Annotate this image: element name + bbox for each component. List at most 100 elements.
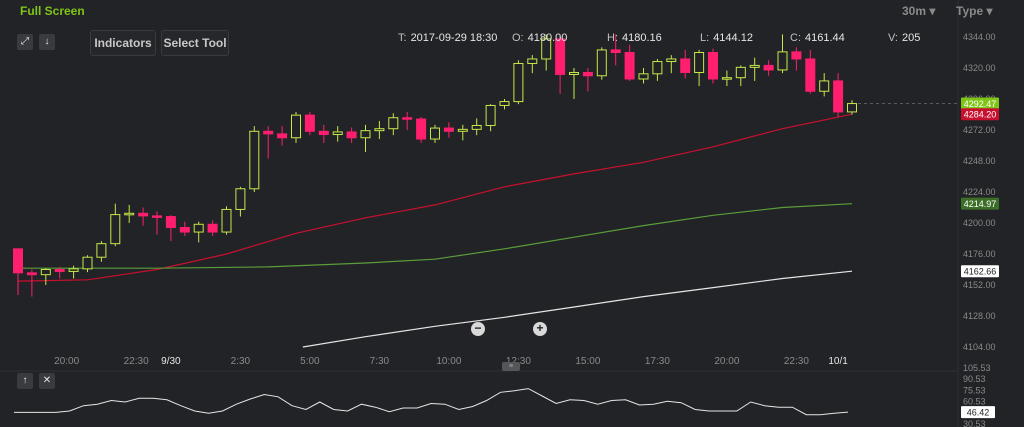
candle-body (735, 66, 746, 79)
x-tick-label: 7:30 (370, 356, 390, 367)
chart-type-select[interactable]: Type ▾ (956, 4, 992, 18)
price-badge-bg (961, 265, 999, 278)
y-tick-label: 4224.00 (963, 187, 996, 197)
x-tick-label: 20:00 (54, 356, 79, 367)
ohlc-open-key: O: (512, 32, 524, 44)
candle-body (694, 52, 705, 74)
y-tick-label: 4200.00 (963, 218, 996, 228)
ohlc-time-value: 2017-09-29 18:30 (410, 32, 498, 44)
candle-body (819, 80, 830, 92)
candle-body (13, 248, 23, 274)
candle-body (777, 51, 788, 71)
candle-body (68, 268, 79, 272)
candle-body (221, 208, 232, 233)
x-tick-label: 10/1 (828, 356, 848, 367)
candle-body (680, 58, 691, 74)
x-tick-label: 2:30 (231, 356, 251, 367)
candle-body (193, 223, 204, 233)
candle-body (749, 64, 760, 68)
osc-tick-label: 75.53 (963, 385, 986, 395)
candle-body (416, 118, 427, 140)
y-tick-label: 4152.00 (963, 280, 996, 290)
ohlc-close-value: 4161.44 (805, 32, 845, 44)
price-badge-label: 4214.97 (964, 199, 997, 209)
osc-badge-label: 46.42 (967, 408, 990, 418)
candle-body (555, 38, 566, 75)
x-tick-label: 10:00 (436, 356, 461, 367)
price-badge-label: 4162.66 (964, 267, 997, 277)
candle-body (485, 104, 496, 126)
candle-body (624, 52, 635, 80)
candle-body (527, 58, 538, 64)
candle-body (763, 64, 774, 71)
candle-body (138, 212, 149, 217)
osc-tick-label: 90.53 (963, 374, 986, 384)
ohlc-close: C: 4161.44 (790, 32, 845, 44)
moving-averages (17, 113, 853, 348)
candle-body (402, 117, 413, 120)
ohlc-time: T: 2017-09-29 18:30 (398, 32, 497, 44)
candle-body (471, 124, 482, 130)
candle-body (124, 212, 135, 216)
candle-body (360, 130, 371, 139)
candle-body (457, 128, 468, 132)
candle-body (96, 243, 107, 258)
y-tick-label: 4176.00 (963, 249, 996, 259)
select-tool-button[interactable]: Select Tool (161, 30, 229, 56)
candle-body (610, 49, 621, 54)
fullscreen-link[interactable]: Full Screen (20, 4, 85, 18)
candle-body (708, 52, 718, 80)
ma-line-2 (302, 270, 853, 348)
ma-line-0 (17, 113, 853, 282)
candle-body (110, 214, 121, 245)
x-tick-label: 22:30 (124, 356, 149, 367)
pane-resize-handle[interactable]: ≡ (502, 362, 520, 371)
candle-body (304, 114, 315, 132)
close-icon[interactable]: ✕ (39, 373, 55, 389)
zoom-in-icon[interactable]: + (533, 322, 547, 336)
candle-body (179, 227, 190, 233)
candle-body (374, 128, 385, 132)
timeframe-label: 30m (902, 4, 927, 18)
oscillator-polyline (14, 388, 849, 416)
osc-tick-label: 60.53 (963, 397, 986, 407)
ohlc-volume: V: 205 (888, 32, 920, 44)
candle-body (847, 103, 857, 113)
ohlc-volume-key: V: (888, 32, 898, 44)
x-tick-label: 9/30 (161, 356, 181, 367)
chevron-down-icon: ▾ (983, 4, 993, 18)
timeframe-select[interactable]: 30m ▾ (902, 4, 935, 18)
y-tick-label: 4128.00 (963, 311, 996, 321)
price-badge-label: 4284.20 (964, 110, 997, 120)
ohlc-close-key: C: (790, 32, 801, 44)
candle-body (443, 127, 454, 132)
candle-body (249, 130, 260, 190)
candle-body (40, 269, 51, 276)
price-badge-bg (961, 197, 999, 210)
x-tick-label: 5:00 (300, 356, 320, 367)
candle-body (291, 114, 301, 139)
indicators-button[interactable]: Indicators (90, 30, 156, 56)
zoom-out-icon[interactable]: − (471, 322, 485, 336)
candle-body (721, 77, 732, 80)
candle-body (805, 58, 816, 92)
ohlc-volume-value: 205 (902, 32, 921, 44)
osc-badge-bg (961, 406, 995, 419)
osc-tick-label: 105.53 (963, 363, 991, 373)
download-arrow-icon[interactable]: ↓ (39, 34, 55, 50)
y-tick-label: 4344.00 (963, 32, 996, 42)
arrow-up-icon[interactable]: ↑ (17, 373, 33, 389)
candle-body (638, 73, 649, 80)
x-tick-label: 12:30 (506, 356, 531, 367)
candle-body (277, 133, 288, 139)
candle-body (569, 72, 579, 75)
y-tick-label: 4272.00 (963, 125, 996, 135)
candle-body (54, 269, 65, 272)
price-badge-label: 4292.47 (964, 99, 997, 109)
x-tick-label: 20:00 (714, 356, 739, 367)
candle-body (513, 62, 524, 103)
x-tick-label: 17:30 (645, 356, 670, 367)
expand-icon[interactable]: ⤢ (17, 34, 33, 50)
